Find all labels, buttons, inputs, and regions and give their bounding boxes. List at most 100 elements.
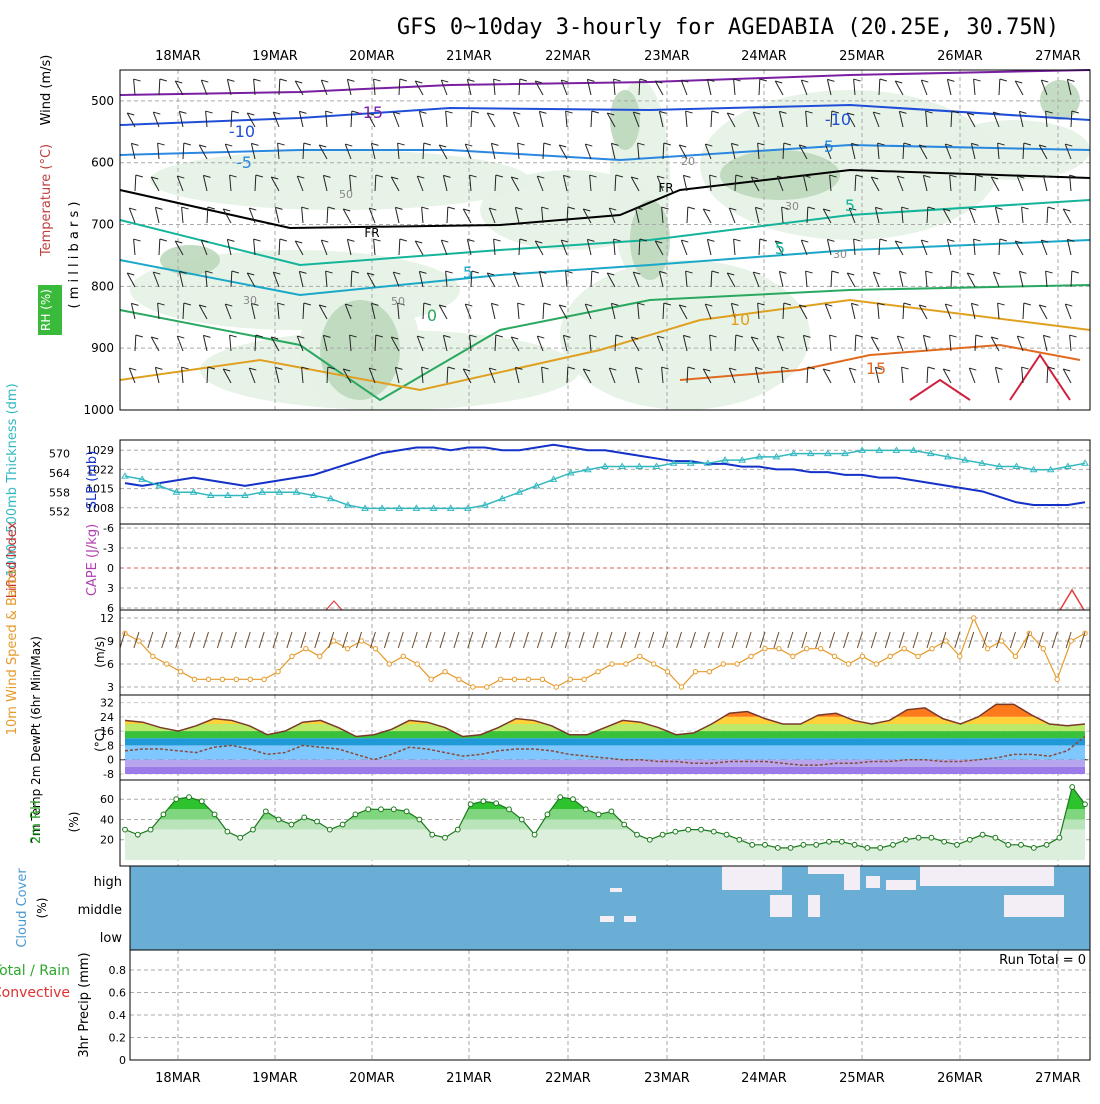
wind-speed-marker bbox=[901, 645, 907, 652]
temp-contour bbox=[119, 143, 1091, 162]
rh-marker bbox=[224, 828, 231, 835]
wind-barb-flag bbox=[295, 80, 303, 84]
wind-barb-flag bbox=[969, 207, 977, 211]
contour-label: -15 bbox=[357, 103, 383, 122]
wind-barb bbox=[250, 143, 256, 160]
thickness-marker bbox=[686, 459, 695, 466]
temp-band bbox=[125, 738, 1085, 746]
wind-speed-marker bbox=[525, 676, 532, 683]
wind-barb bbox=[518, 78, 521, 96]
wind-barb-flag bbox=[441, 239, 449, 243]
wind-barb-10m bbox=[703, 631, 710, 649]
contour-label: 50 bbox=[339, 188, 353, 201]
wind-barb bbox=[446, 366, 449, 384]
wind-speed-marker bbox=[136, 638, 142, 644]
wind-barb bbox=[302, 302, 305, 320]
wind-barb bbox=[442, 175, 448, 192]
wind-speed-marker bbox=[678, 684, 685, 690]
wind-speed-marker bbox=[790, 653, 796, 660]
wind-barb-flag bbox=[1069, 334, 1077, 338]
wind-barb-flag bbox=[607, 112, 615, 116]
thickness-marker bbox=[995, 462, 1004, 470]
wind-barb bbox=[222, 208, 232, 224]
wind-barb-10m bbox=[815, 631, 822, 649]
thickness-marker bbox=[446, 504, 455, 511]
wind-barb-flag bbox=[995, 366, 1003, 370]
wind-barb bbox=[878, 238, 881, 256]
wind-barb-flag bbox=[1017, 335, 1025, 339]
slp-line bbox=[124, 443, 1086, 507]
wind-speed-marker bbox=[984, 645, 991, 652]
wind-barb bbox=[726, 112, 736, 128]
run-total-label: Run Total = 0 bbox=[999, 953, 1086, 968]
wind-barb-flag bbox=[919, 144, 927, 148]
wind-barb bbox=[926, 206, 929, 224]
wind-barb-flag bbox=[1047, 366, 1055, 370]
wind-barb bbox=[414, 240, 424, 256]
wind-barb-flag bbox=[395, 206, 403, 210]
wind-barb-flag bbox=[249, 367, 257, 371]
wind-barb-10m bbox=[161, 631, 168, 649]
thickness-marker bbox=[892, 446, 901, 453]
wind-barb bbox=[898, 271, 904, 288]
wind-barb-flag bbox=[371, 142, 379, 146]
wind-barb bbox=[1040, 79, 1048, 96]
rh-marker bbox=[582, 806, 589, 813]
wind-barb bbox=[1062, 368, 1072, 384]
wind-barb bbox=[298, 111, 304, 128]
wind-barb bbox=[512, 111, 520, 128]
wind-barb-flag bbox=[323, 334, 331, 338]
wind-barb bbox=[1064, 143, 1072, 160]
wind-barb-flag bbox=[849, 207, 857, 211]
wind-barb-flag bbox=[711, 110, 719, 114]
wind-barb bbox=[661, 207, 664, 224]
wind-barb-flag bbox=[825, 143, 833, 147]
wind-barb-flag bbox=[367, 112, 375, 116]
wind-barb bbox=[656, 335, 664, 352]
wind-barb-flag bbox=[351, 270, 359, 274]
temp-line bbox=[124, 703, 1086, 738]
wind-barb bbox=[582, 368, 592, 384]
wind-speed-marker bbox=[1040, 645, 1046, 652]
wind-barb-flag bbox=[655, 80, 663, 84]
wind-barb bbox=[370, 143, 376, 160]
wind-barb-flag bbox=[879, 78, 887, 82]
wind-barb bbox=[538, 271, 544, 288]
wind-barb-flag bbox=[825, 303, 833, 307]
thickness-marker bbox=[429, 504, 438, 511]
wind-barb-flag bbox=[921, 239, 929, 243]
wind-barb-flag bbox=[663, 142, 671, 146]
wind-barb bbox=[470, 270, 473, 288]
wind-barb-10m bbox=[453, 631, 460, 649]
wind-barb bbox=[152, 271, 160, 288]
rh-marker bbox=[173, 796, 180, 803]
temp-contour bbox=[1009, 353, 1071, 401]
wind-barb-flag bbox=[875, 206, 883, 210]
rh-marker bbox=[1069, 784, 1076, 790]
wind-barb bbox=[874, 207, 880, 224]
wind-barb bbox=[152, 111, 160, 128]
wind-barb bbox=[133, 239, 136, 256]
wind-barb-flag bbox=[1065, 303, 1073, 307]
rh-marker bbox=[454, 826, 461, 833]
wind-barb bbox=[997, 303, 1000, 320]
date-label-bottom: 21MAR bbox=[446, 1071, 492, 1086]
ylabel-precip-total: Total / Rain bbox=[0, 963, 70, 979]
wind-barb bbox=[490, 143, 496, 160]
thickness-marker bbox=[841, 449, 849, 457]
wind-speed-marker bbox=[650, 661, 657, 667]
wind-barb-flag bbox=[537, 335, 545, 339]
wind-barb-flag bbox=[253, 238, 261, 242]
wind-barb-10m bbox=[592, 631, 599, 649]
wind-barb-flag bbox=[823, 368, 831, 372]
wind-barb-flag bbox=[591, 110, 599, 114]
wind-barb-flag bbox=[199, 304, 207, 308]
wind-barb-flag bbox=[517, 142, 525, 146]
wind-barb-flag bbox=[873, 111, 881, 115]
rh-marker bbox=[723, 831, 730, 838]
contour-label: 5 bbox=[463, 263, 473, 282]
wind-barb-10m bbox=[272, 631, 279, 649]
ylabel-slp: SLP (mb) bbox=[85, 451, 100, 510]
wind-barb-flag bbox=[251, 302, 259, 306]
wind-barb bbox=[542, 142, 545, 160]
